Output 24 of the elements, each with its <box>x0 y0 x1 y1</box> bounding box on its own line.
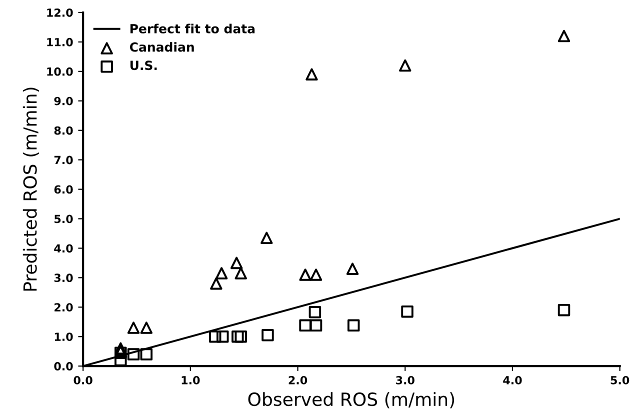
legend-label: Perfect fit to data <box>130 24 255 34</box>
y-tick-label: 1.0 <box>54 332 73 341</box>
x-tick-label: 0.0 <box>74 376 92 384</box>
y-tick-label: 4.0 <box>54 244 73 253</box>
y-tick-label: 5.0 <box>54 214 73 224</box>
y-axis-title: Predicted ROS (m/min) <box>22 88 40 291</box>
y-tick-label: 8.0 <box>54 126 73 135</box>
y-tick-label: 6.0 <box>54 185 73 194</box>
legend-label: Canadian <box>130 42 194 52</box>
y-tick-label: 11.0 <box>47 38 73 46</box>
x-tick-label: 3.0 <box>396 376 414 384</box>
y-tick-label: 2.0 <box>54 303 73 312</box>
legend-label: U.S. <box>130 60 157 70</box>
x-tick-label: 2.0 <box>288 376 308 384</box>
x-tick-label: 5.0 <box>610 376 630 384</box>
y-tick-label: 12.0 <box>47 8 73 17</box>
y-tick-label: 10.0 <box>47 67 73 76</box>
x-tick-label: 1.0 <box>182 376 200 384</box>
y-tick-label: 3.0 <box>54 274 73 282</box>
x-axis-title: Observed ROS (m/min) <box>248 392 454 408</box>
y-tick-label: 7.0 <box>54 156 73 164</box>
y-tick-label: 9.0 <box>54 96 73 106</box>
x-tick-label: 4.0 <box>503 376 522 384</box>
y-tick-label: 0.0 <box>54 362 73 370</box>
